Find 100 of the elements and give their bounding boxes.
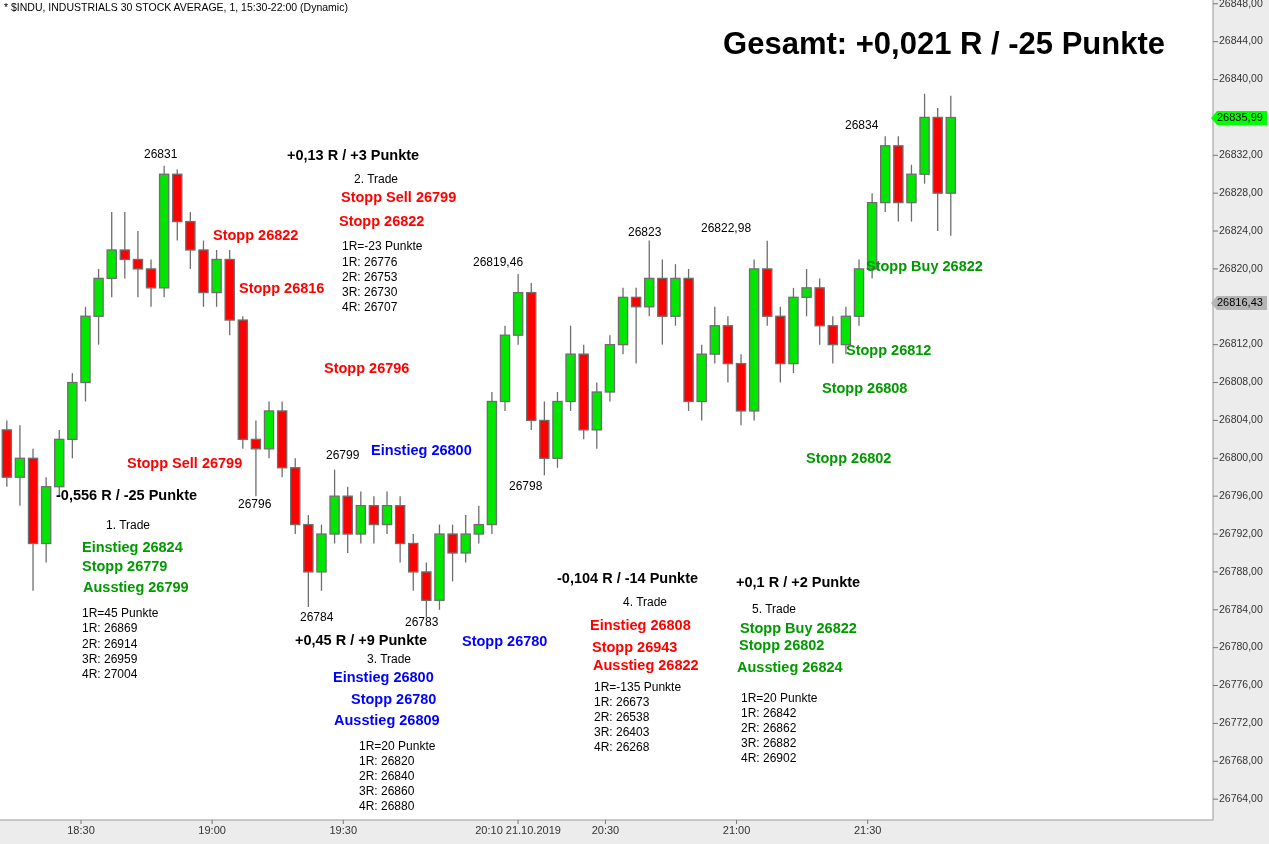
annotation: Ausstieg 26824	[737, 658, 843, 675]
candlestick	[630, 287, 642, 365]
annotation: 26796	[238, 497, 272, 512]
annotation: 26822,98	[701, 221, 752, 236]
annotation: 2R: 26753	[342, 270, 398, 285]
text: 26835,99	[1217, 110, 1263, 123]
annotation: 2. Trade	[354, 172, 399, 187]
annotation: Stopp Buy 26822	[866, 257, 983, 274]
y-tick-label: 26844,00	[1219, 34, 1263, 47]
annotation: 2R: 26914	[82, 637, 138, 652]
annotation: Ausstieg 26799	[83, 578, 189, 595]
candlestick	[119, 211, 131, 280]
y-tick-label: 26804,00	[1219, 413, 1263, 426]
annotation: +0,13 R / +3 Punkte	[287, 146, 420, 163]
candlestick	[14, 424, 26, 507]
annotation: Stopp Sell 26799	[127, 454, 243, 471]
annotation: Stopp Sell 26799	[341, 188, 457, 205]
annotation: 3R: 26882	[741, 736, 797, 751]
x-tick-label: 20:30	[591, 824, 620, 836]
y-tick-label: 26784,00	[1219, 602, 1263, 615]
candlestick	[132, 230, 144, 298]
annotation: 1R: 26820	[359, 754, 415, 769]
annotation: Stopp 26802	[806, 449, 892, 466]
candlestick	[381, 490, 393, 535]
candlestick	[473, 504, 485, 545]
candlestick	[250, 419, 262, 497]
annotation: +0,45 R / +9 Punkte	[295, 631, 428, 648]
annotation: 26819,46	[473, 255, 524, 270]
annotation: -0,104 R / -14 Punkte	[557, 569, 699, 586]
annotation: 3R: 26959	[82, 652, 138, 667]
annotation: Stopp 26780	[351, 690, 437, 707]
annotation: Stopp 26816	[239, 279, 325, 296]
annotation: 3R: 26860	[359, 784, 415, 799]
annotation: 1R=20 Punkte	[359, 739, 436, 754]
y-tick-label: 26772,00	[1219, 716, 1263, 729]
annotation: Stopp 26812	[846, 341, 932, 358]
annotation: 1R=-23 Punkte	[342, 239, 423, 254]
annotation: Stopp 26779	[82, 557, 168, 574]
candlestick	[145, 258, 157, 308]
y-tick-label: 26768,00	[1219, 754, 1263, 767]
annotation: 4R: 26707	[342, 300, 398, 315]
x-tick-label: 20:10 21.10.2019	[475, 824, 561, 836]
y-tick-label: 26820,00	[1219, 261, 1263, 274]
annotation: Einstieg 26800	[333, 668, 434, 685]
candlestick	[460, 514, 471, 564]
y-tick-label: 26840,00	[1219, 72, 1263, 85]
annotation: 4R: 26880	[359, 799, 415, 814]
annotation: 5. Trade	[752, 602, 797, 617]
annotation: 4R: 27004	[82, 667, 138, 682]
candlestick	[801, 268, 812, 317]
annotation: Stopp 26808	[822, 379, 908, 396]
candlestick	[827, 315, 839, 365]
y-tick-label: 26788,00	[1219, 564, 1263, 577]
annotation: 2R: 26538	[594, 710, 650, 725]
annotation: 1R: 26673	[594, 695, 650, 710]
text: 26816,43	[1217, 295, 1263, 308]
y-tick-label: 26796,00	[1219, 488, 1263, 501]
annotation: Einstieg 26824	[82, 538, 183, 555]
candlestick	[447, 523, 458, 583]
y-tick-label: 26832,00	[1219, 148, 1263, 161]
annotation: +0,1 R / +2 Punkte	[736, 573, 861, 590]
annotation: 4. Trade	[623, 595, 668, 610]
annotation: Stopp 26802	[739, 636, 825, 653]
annotation: Stopp 26796	[324, 359, 410, 376]
y-tick-label: 26812,00	[1219, 337, 1263, 350]
x-tick-label: 21:30	[853, 824, 882, 836]
annotation: 26798	[509, 479, 543, 494]
annotation: 26831	[144, 147, 178, 162]
annotation: 1R: 26842	[741, 706, 797, 721]
x-tick-label: 21:00	[722, 824, 751, 836]
annotation: 1R: 26869	[82, 621, 138, 636]
annotation: 26783	[405, 615, 439, 630]
x-tick-label: 19:00	[198, 824, 226, 836]
annotation: Stopp 26822	[339, 212, 425, 229]
x-tick-label: 18:30	[67, 824, 95, 836]
annotation: Einstieg 26808	[590, 616, 691, 633]
annotation: 26823	[628, 225, 662, 240]
annotation: 1R: 26776	[342, 255, 398, 270]
y-tick-label: 26848,00	[1219, 0, 1263, 9]
annotation: 4R: 26902	[741, 751, 797, 766]
annotation: 3R: 26403	[594, 725, 650, 740]
text: Gesamt: +0,021 R / -25 Punkte	[723, 26, 1165, 62]
annotation: 26799	[326, 448, 360, 463]
annotation: 1R=20 Punkte	[741, 691, 818, 706]
annotation: 2R: 26862	[741, 721, 797, 736]
y-tick-label: 26780,00	[1219, 640, 1263, 653]
annotation: Stopp 26780	[462, 632, 548, 649]
annotation: Ausstieg 26809	[334, 711, 440, 728]
annotation: 2R: 26840	[359, 769, 415, 784]
annotation: -0,556 R / -25 Punkte	[56, 486, 198, 503]
candlestick	[368, 495, 380, 545]
annotation: 1R=-135 Punkte	[594, 680, 682, 695]
annotation: 3R: 26730	[342, 285, 398, 300]
annotation: Stopp Buy 26822	[740, 619, 857, 636]
annotation: 26784	[300, 610, 334, 625]
annotation: 26834	[845, 118, 879, 133]
annotation: 1. Trade	[106, 518, 151, 533]
annotation: Ausstieg 26822	[593, 656, 699, 673]
annotation: Einstieg 26800	[371, 441, 472, 458]
y-tick-label: 26776,00	[1219, 678, 1263, 691]
